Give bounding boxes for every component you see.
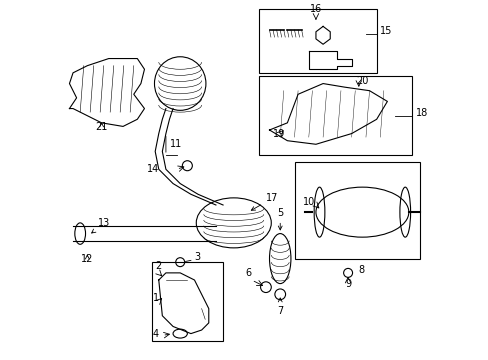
Text: 15: 15 (380, 26, 392, 36)
Text: 6: 6 (244, 269, 251, 278)
Bar (258, 9, 376, 73)
Text: 9: 9 (345, 279, 350, 289)
Text: 18: 18 (415, 108, 427, 118)
Text: 1: 1 (152, 293, 159, 303)
Text: 19: 19 (272, 129, 285, 139)
Text: 12: 12 (81, 254, 93, 264)
Text: 21: 21 (95, 122, 107, 132)
Bar (151, 262, 223, 341)
Text: 17: 17 (251, 193, 278, 210)
Text: 16: 16 (309, 4, 322, 14)
Text: 13: 13 (91, 219, 110, 233)
Bar (294, 162, 419, 258)
Text: 14: 14 (146, 164, 159, 174)
Text: 3: 3 (194, 252, 200, 262)
Bar (258, 76, 411, 155)
Text: 2: 2 (155, 261, 162, 271)
Text: 4: 4 (152, 329, 159, 339)
Text: 10: 10 (302, 197, 314, 207)
Text: 7: 7 (277, 298, 283, 316)
Text: 11: 11 (169, 139, 182, 149)
Text: 8: 8 (358, 265, 364, 275)
Text: 20: 20 (355, 76, 368, 86)
Text: 5: 5 (277, 208, 283, 230)
